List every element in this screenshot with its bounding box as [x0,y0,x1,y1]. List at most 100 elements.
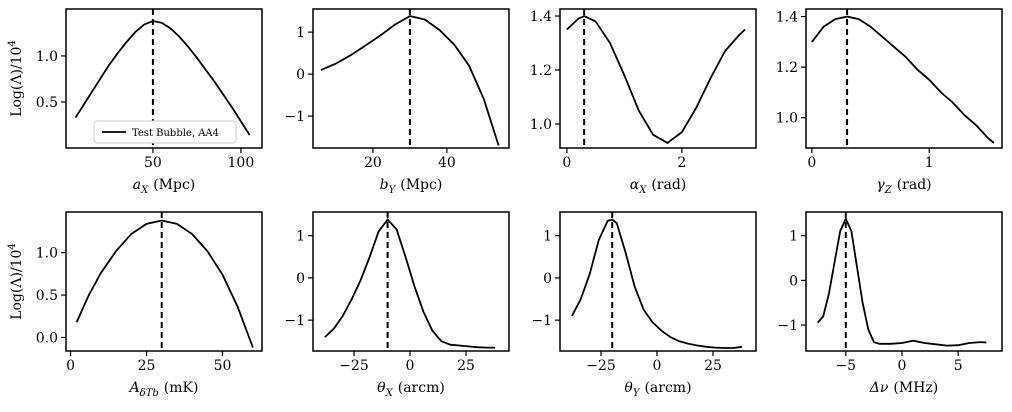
label-symbol: γ [876,177,885,193]
axes-frame [805,8,1003,149]
axes-frame [559,8,757,149]
label-text: Log(Λ)/10 [9,47,25,117]
y-tick-label: 1.0 [530,117,552,133]
label-superscript: 4 [7,243,18,249]
panel: 0 25 50 0.0 0.5 1.0 AδTb (mK) Log(Λ)/104 [7,211,263,399]
x-axis-label: θY (arcm) [624,380,691,399]
label-unit: (arcm) [398,380,445,396]
x-axis-label: γZ (rad) [876,177,931,196]
y-axis-label: Log(Λ)/104 [7,243,25,320]
label-superscript: 4 [7,40,18,46]
x-axis-label: αX (rad) [630,177,687,196]
y-tick-label: 1.4 [776,10,798,26]
label-symbol: α [630,177,640,193]
panel: 0 2 1.0 1.2 1.4 αX (rad) [530,8,757,196]
x-axis-label: θX (arcm) [377,380,445,399]
y-tick-label: 1.0 [36,246,58,262]
x-axis-label: Δν (MHz) [869,380,938,396]
label-subscript: X [385,388,394,399]
label-unit: (MHz) [893,380,938,396]
y-tick-label: 1.2 [530,63,552,79]
data-line [74,20,251,136]
data-line [571,218,743,349]
x-tick-label: 20 [364,155,382,171]
y-tick-label: 1 [543,229,552,245]
y-tick-label: 0 [789,273,798,289]
y-tick-label: −1 [284,109,305,125]
x-tick-label: −5 [835,358,856,374]
panel: −25 0 25 −1 0 1 θY (arcm) [531,211,757,399]
y-tick-label: 0.5 [36,95,58,111]
x-tick-label: 0 [653,358,662,374]
x-tick-label: 40 [438,155,456,171]
panel: 20 40 −1 0 1 bY (Mpc) [284,8,510,196]
x-tick-label: 25 [457,358,475,374]
label-symbol: A [128,380,140,396]
x-tick-label: 0 [562,155,571,171]
label-subscript: Y [389,185,397,196]
axes-frame [312,8,510,149]
y-tick-label: 1.4 [530,9,552,25]
label-subscript: Z [884,185,893,196]
y-tick-label: 1.0 [36,49,58,65]
y-tick-label: 0 [296,67,305,83]
x-tick-label: 1 [925,155,934,171]
x-tick-label: 50 [214,358,232,374]
x-tick-label: −25 [586,358,616,374]
label-unit: (rad) [651,177,686,193]
label-unit: (arcm) [644,380,691,396]
panel: −25 0 25 −1 0 1 θX (arcm) [284,211,510,399]
label-unit: (Mpc) [153,177,195,193]
x-axis-label: bY (Mpc) [380,177,443,196]
y-tick-label: 0.0 [36,330,58,346]
legend-label: Test Bubble, AA4 [132,128,219,139]
x-tick-label: 0 [66,358,75,374]
x-tick-label: 2 [677,155,686,171]
y-tick-label: −1 [777,318,798,334]
legend-box [93,120,237,144]
data-line [811,15,995,144]
label-symbol: a [133,177,141,193]
axes-frame [65,8,263,149]
x-tick-label: 0 [406,358,415,374]
y-axis-label: Log(Λ)/104 [7,40,25,117]
axes-frame [65,211,263,352]
label-symbol: Δν [869,380,889,396]
y-tick-label: −1 [284,313,305,329]
axes-frame [312,211,510,352]
y-tick-label: 1 [296,25,305,41]
label-subscript: X [140,185,149,196]
panel: 0 1 1.0 1.2 1.4 γZ (rad) [776,8,1003,196]
label-unit: (Mpc) [400,177,442,193]
y-tick-label: −1 [531,313,552,329]
x-tick-label: 25 [138,358,156,374]
label-subscript: X [638,185,647,196]
data-line [320,15,500,146]
label-subscript: Y [633,388,641,399]
label-symbol: b [380,177,389,193]
label-symbol: θ [624,380,633,396]
x-tick-label: 100 [228,155,255,171]
y-tick-label: 1 [789,229,798,245]
x-tick-label: 25 [704,358,722,374]
label-text: Log(Λ)/10 [9,250,25,320]
data-line [75,219,254,348]
label-symbol: θ [377,380,386,396]
x-axis-label: aX (Mpc) [133,177,196,196]
axes-frame [559,211,757,352]
data-line [324,218,496,349]
label-unit: (rad) [897,177,932,193]
x-axis-label: AδTb (mK) [128,380,199,399]
x-tick-label: 50 [144,155,162,171]
y-tick-label: 1.0 [776,111,798,127]
y-tick-label: 0 [296,271,305,287]
panel: −5 0 5 −1 0 1 Δν (MHz) [777,211,1003,396]
x-tick-label: −25 [339,358,369,374]
axes-frame [805,211,1003,352]
y-tick-label: 1.2 [776,60,798,76]
label-unit: (mK) [164,380,199,396]
data-line [817,216,987,347]
x-tick-label: 5 [954,358,963,374]
x-tick-label: 0 [807,155,816,171]
